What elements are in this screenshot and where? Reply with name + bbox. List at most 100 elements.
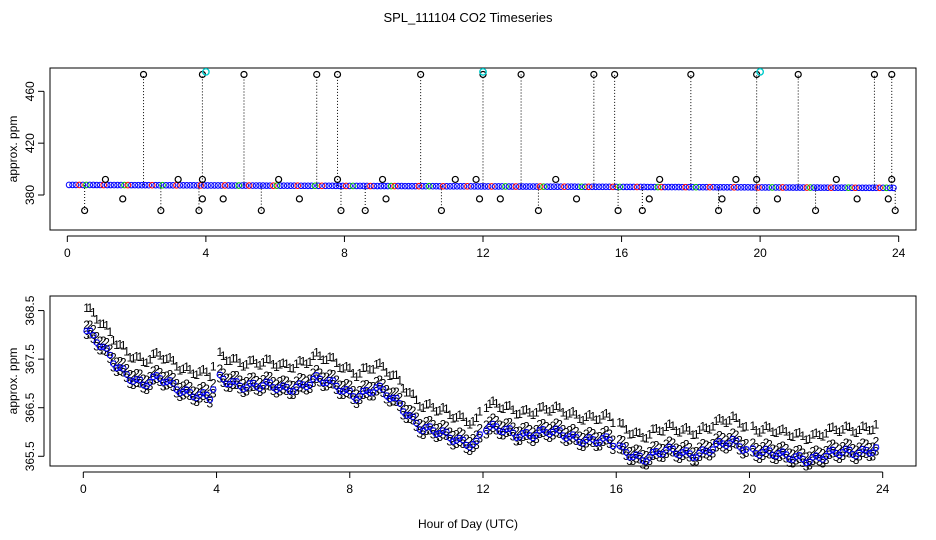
bottom-y-tick-label: 365.5 — [23, 441, 37, 471]
series-1-point: 1 — [530, 408, 537, 422]
baseline-point — [817, 184, 825, 191]
baseline-point — [384, 182, 392, 190]
series-1-point: 1 — [416, 400, 423, 414]
series-3-point: 3 — [453, 437, 460, 451]
series-circle-point — [203, 391, 210, 399]
series-1-point: 1 — [473, 411, 480, 425]
series-3-point: 3 — [873, 444, 880, 458]
series-circle-point — [83, 327, 90, 335]
series-circle-point — [532, 431, 540, 439]
series-3-point: 3 — [163, 379, 170, 393]
baseline-point — [765, 184, 773, 191]
series-3-point: 3 — [240, 386, 247, 400]
baseline-point — [128, 181, 135, 189]
series-3-point: 3 — [570, 431, 577, 445]
spike-point — [417, 70, 425, 79]
series-2-point: 2 — [490, 411, 497, 425]
series-3-point: 3 — [533, 432, 540, 446]
series-3-point: 3 — [120, 365, 127, 379]
series-2-point: 2 — [426, 414, 433, 428]
series-3-point: 3 — [580, 440, 587, 454]
series-1-point: 1 — [670, 419, 677, 433]
series-circle-point — [726, 439, 733, 447]
series-2-point: 2 — [273, 377, 280, 391]
spike-point — [687, 70, 695, 79]
series-2-point: 2 — [443, 419, 450, 433]
series-3-point: 3 — [789, 456, 796, 470]
baseline-point — [183, 182, 191, 189]
baseline-point — [238, 182, 246, 189]
bottom-x-tick-label: 16 — [610, 482, 624, 496]
spike-point — [870, 70, 879, 79]
baseline-point — [110, 181, 118, 189]
series-2-point: 2 — [363, 377, 370, 391]
top-y-axis-title: approx. ppm — [6, 116, 20, 183]
series-circle-point — [769, 451, 777, 459]
series-1-point: 1 — [157, 348, 164, 362]
outlier-point — [382, 195, 390, 203]
series-circle-point — [832, 449, 840, 457]
series-2-point: 2 — [243, 375, 250, 389]
outlier-point — [732, 175, 740, 184]
series-3-point: 3 — [403, 412, 410, 426]
series-2-point: 2 — [483, 418, 490, 432]
series-1-point: 1 — [393, 368, 400, 382]
series-2-point: 2 — [280, 373, 287, 387]
series-1-point: 1 — [756, 425, 763, 439]
series-circle-point — [366, 389, 374, 396]
series-1-point: 1 — [180, 362, 187, 376]
series-3-point: 3 — [583, 437, 590, 451]
series-1-point: 1 — [839, 422, 846, 436]
baseline-point — [741, 184, 748, 191]
series-2-point: 2 — [346, 378, 353, 392]
series-3-point: 3 — [197, 391, 204, 405]
series-circle-point — [859, 445, 867, 453]
baseline-point — [723, 183, 731, 191]
series-1-point: 1 — [586, 407, 593, 421]
series-2-point: 2 — [283, 374, 290, 388]
series-2-point: 2 — [93, 330, 100, 344]
series-1-point: 1 — [123, 344, 130, 358]
series-3-point: 3 — [779, 448, 786, 462]
series-circle-point — [316, 375, 324, 383]
baseline-point — [426, 182, 433, 190]
series-1-point: 1 — [183, 360, 190, 374]
baseline-point — [214, 182, 222, 189]
series-circle-point — [552, 425, 560, 432]
baseline-point — [810, 184, 818, 191]
baseline-point — [460, 183, 468, 190]
series-1-point: 1 — [699, 420, 706, 434]
baseline-point — [391, 182, 398, 190]
series-1-point: 1 — [759, 422, 766, 436]
series-2-point: 2 — [643, 449, 650, 463]
series-1-point: 1 — [430, 401, 437, 415]
series-2-point: 2 — [590, 426, 597, 440]
series-1-point: 1 — [376, 356, 383, 370]
series-3-point: 3 — [466, 444, 473, 458]
series-1-point: 1 — [789, 430, 796, 444]
baseline-point — [526, 183, 534, 190]
baseline-point — [245, 182, 253, 189]
series-2-point: 2 — [530, 425, 537, 439]
series-2-point: 2 — [193, 385, 200, 399]
baseline-point — [699, 183, 707, 191]
series-1-point: 1 — [396, 373, 403, 387]
series-2-point: 2 — [227, 371, 234, 385]
series-1-point: 1 — [823, 426, 830, 440]
baseline-point — [630, 183, 637, 191]
series-3-point: 3 — [167, 377, 174, 391]
series-2-point: 2 — [123, 361, 130, 375]
outlier-point — [753, 175, 761, 184]
series-2-point: 2 — [759, 439, 766, 453]
baseline-point — [775, 184, 783, 191]
series-1-point: 1 — [110, 334, 117, 348]
baseline-point — [484, 183, 492, 190]
series-1-point: 1 — [446, 408, 453, 422]
series-circle-point — [156, 375, 164, 382]
series-3-point: 3 — [117, 364, 124, 378]
series-3-point: 3 — [90, 332, 97, 346]
baseline-point — [297, 182, 305, 190]
top-y-tick-label: 420 — [23, 133, 37, 153]
baseline-point — [696, 183, 703, 191]
series-1-point: 1 — [713, 414, 720, 428]
